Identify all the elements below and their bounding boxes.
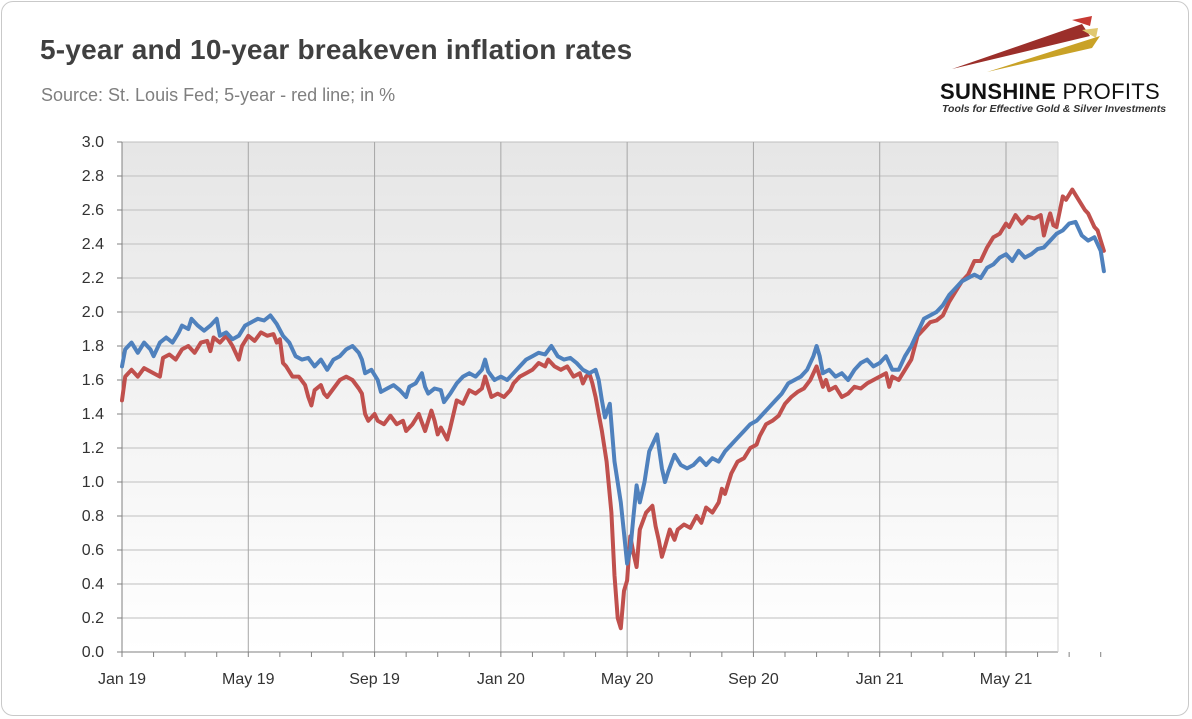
y-tick-label: 1.4 (82, 406, 104, 423)
y-tick-label: 0.2 (82, 610, 104, 627)
ten-year-breakeven-line (120, 219, 1106, 566)
x-tick-label: May 20 (601, 671, 654, 688)
five-year-breakeven-line (120, 187, 1106, 631)
x-tick-label: Jan 20 (477, 671, 525, 688)
x-tick-label: May 21 (980, 671, 1033, 688)
y-tick-label: 1.8 (82, 338, 104, 355)
plot-area (122, 142, 1058, 652)
x-tick-label: Jan 19 (98, 671, 146, 688)
y-tick-label: 3.0 (82, 134, 104, 151)
sunshine-profits-logo: SUNSHINE PROFITS Tools for Effective Gol… (932, 14, 1176, 122)
series-lines (120, 187, 1106, 631)
x-tick-label: Jan 21 (856, 671, 904, 688)
logo-wordmark: SUNSHINE PROFITS (940, 79, 1160, 105)
x-axis-labels: Jan 19 May 19 Sep 19 Jan 20 May 20 Sep 20 Jan … (98, 671, 1032, 688)
y-tick-label: 1.0 (82, 474, 104, 491)
y-tick-label: 1.2 (82, 440, 104, 457)
y-tick-label: 2.8 (82, 168, 104, 185)
x-tick-label: Sep 20 (728, 671, 779, 688)
y-tick-label: 2.6 (82, 202, 104, 219)
y-tick-label: 2.0 (82, 304, 104, 321)
y-tick-label: 0.8 (82, 508, 104, 525)
logo-swoosh-icon (952, 16, 1100, 72)
y-tick-label: 1.6 (82, 372, 104, 389)
y-axis-labels: 0.0 0.2 0.4 0.6 0.8 1.0 1.2 1.4 1.6 1.8 2.0 2.2 2.4 2… (82, 134, 104, 661)
logo-name-bold: SUNSHINE (940, 79, 1057, 104)
y-tick-label: 2.4 (82, 236, 104, 253)
logo-tagline: Tools for Effective Gold & Silver Invest… (942, 103, 1167, 115)
chart-subtitle: Source: St. Louis Fed; 5-year - red line… (41, 85, 396, 105)
chart-title: 5-year and 10-year breakeven inflation r… (40, 34, 633, 65)
logo-name-thin: PROFITS (1062, 79, 1160, 104)
y-tick-label: 0.6 (82, 542, 104, 559)
x-tick-label: Sep 19 (349, 671, 400, 688)
y-tick-label: 0.0 (82, 644, 104, 661)
y-tick-label: 0.4 (82, 576, 104, 593)
x-tick-label: May 19 (222, 671, 275, 688)
y-tick-label: 2.2 (82, 270, 104, 287)
